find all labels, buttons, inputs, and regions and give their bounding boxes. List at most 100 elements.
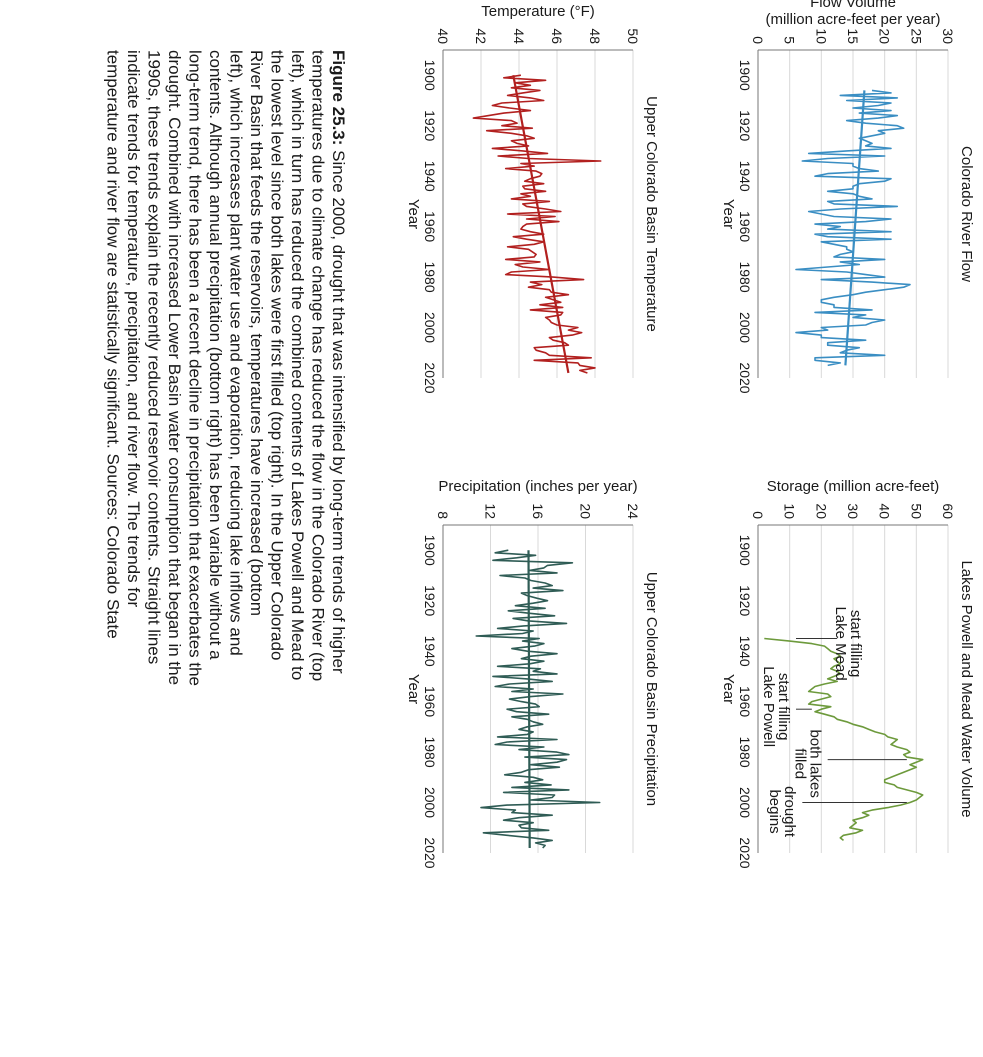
y-tick-label: 0: [750, 36, 766, 44]
y-tick-label: 60: [940, 503, 956, 519]
chart-title: Upper Colorado Basin Temperature: [643, 96, 660, 332]
caption-line: 1990s, these trends explain the recently…: [145, 50, 164, 664]
annotation-label: filled: [792, 748, 809, 779]
trend-line: [512, 75, 570, 374]
x-tick-label: 1900: [422, 535, 438, 566]
caption-line: temperature and river flow are statistic…: [104, 50, 123, 639]
x-tick-label: 2020: [737, 837, 753, 868]
x-axis-label: Year: [720, 199, 737, 229]
x-tick-label: 1920: [737, 585, 753, 616]
y-tick-label: 40: [877, 503, 893, 519]
x-axis-label: Year: [405, 199, 422, 229]
x-tick-label: 1960: [422, 211, 438, 242]
caption-line: River Basin that feeds the reservoirs, t…: [247, 50, 266, 616]
trend-line: [844, 90, 866, 366]
x-tick-label: 2000: [422, 787, 438, 818]
x-tick-label: 1980: [737, 261, 753, 292]
caption-line: Figure 25.3: Since 2000, drought that wa…: [329, 50, 348, 674]
annotation-label: drought: [781, 786, 798, 838]
x-tick-label: 2020: [422, 362, 438, 393]
x-tick-label: 1940: [422, 636, 438, 667]
panel-basin-temperature: Upper Colorado Basin Temperature 40 42 44 46…: [405, 3, 660, 394]
y-tick-label: 5: [782, 36, 798, 44]
x-tick-label: 2000: [737, 787, 753, 818]
y-tick-label: 20: [813, 503, 829, 519]
y-tick-label: 20: [877, 28, 893, 44]
x-tick-label: 1960: [422, 686, 438, 717]
x-tick-label: 2000: [737, 312, 753, 343]
y-tick-label: 30: [940, 28, 956, 44]
annotation-label: begins: [766, 789, 783, 833]
annotation-label: Lake Mead: [832, 606, 849, 680]
y-tick-label: 8: [435, 511, 451, 519]
y-tick-label: 0: [750, 511, 766, 519]
y-tick-label: 44: [511, 28, 527, 44]
annotation-label: start filling: [847, 610, 864, 678]
rotated-figure: Colorado River Flow 0 5 10 15 20 25 30 1900 1920 1…: [104, 0, 976, 869]
x-tick-label: 1960: [737, 686, 753, 717]
series-line: [764, 637, 924, 842]
chart-title: Colorado River Flow: [958, 146, 975, 282]
y-tick-label: 16: [530, 503, 546, 519]
x-tick-label: 1980: [422, 261, 438, 292]
y-axis-label: Flow Volume (million acre-feet per year): [765, 0, 940, 28]
y-axis-label: Precipitation (inches per year): [438, 478, 637, 495]
x-tick-label: 1960: [737, 211, 753, 242]
caption-line: temperatures due to climate change has r…: [309, 50, 328, 681]
series-line: [475, 549, 601, 849]
panel-lake-water-volume: Lakes Powell and Mead Water Volume 0 10 20 3…: [720, 478, 975, 869]
x-axis-label: Year: [405, 674, 422, 704]
caption-label: Figure 25.3:: [329, 50, 348, 145]
x-tick-label: 1980: [422, 736, 438, 767]
panel-basin-precipitation: Upper Colorado Basin Precipitation 8 12 16 2…: [405, 478, 660, 869]
y-tick-label: 12: [483, 503, 499, 519]
y-tick-label: 24: [625, 503, 641, 519]
caption-line: drought. Combined with increased Lower B…: [165, 50, 184, 685]
y-tick-label: 42: [473, 28, 489, 44]
x-tick-label: 2000: [422, 312, 438, 343]
x-tick-label: 1920: [422, 110, 438, 141]
caption-line: the lowest level since both lakes were f…: [268, 50, 287, 660]
series-line: [472, 74, 602, 374]
y-tick-label: 20: [578, 503, 594, 519]
x-tick-label: 2020: [737, 362, 753, 393]
y-tick-label: 10: [813, 28, 829, 44]
y-tick-label: 50: [625, 28, 641, 44]
annotation-label: start filling: [775, 673, 792, 741]
y-tick-label: 40: [435, 28, 451, 44]
y-tick-label: 15: [845, 28, 861, 44]
y-tick-label: 48: [587, 28, 603, 44]
y-tick-label: 10: [782, 503, 798, 519]
x-tick-label: 1940: [737, 636, 753, 667]
y-tick-label: 25: [908, 28, 924, 44]
y-tick-label: 46: [549, 28, 565, 44]
caption-line: long-term trend, there has been a recent…: [186, 50, 205, 686]
series-line: [795, 89, 911, 367]
chart-title: Upper Colorado Basin Precipitation: [643, 572, 660, 806]
x-tick-label: 1940: [737, 161, 753, 192]
y-tick-label: 30: [845, 503, 861, 519]
y-tick-label: 50: [908, 503, 924, 519]
x-tick-label: 1900: [737, 535, 753, 566]
caption-line: left), which increases plant water use a…: [227, 50, 246, 656]
x-axis-label: Year: [720, 674, 737, 704]
caption-line: contents. Although annual precipitation …: [206, 50, 225, 660]
x-tick-label: 1900: [422, 60, 438, 91]
annotation-label: Lake Powell: [760, 666, 777, 747]
trend-line: [527, 550, 531, 848]
annotation-label: both lakes: [807, 729, 824, 797]
x-tick-label: 2020: [422, 837, 438, 868]
caption-line: left), which in turn has reduced the com…: [288, 50, 307, 680]
panel-colorado-river-flow: Colorado River Flow 0 5 10 15 20 25 30 1900 1920 1…: [720, 0, 975, 394]
x-tick-label: 1940: [422, 161, 438, 192]
x-tick-label: 1920: [422, 585, 438, 616]
caption-line: indicate trends for temperature, precipi…: [124, 50, 143, 608]
y-axis-label: Temperature (°F): [481, 3, 595, 20]
x-tick-label: 1920: [737, 110, 753, 141]
y-axis-label: Storage (million acre-feet): [767, 478, 940, 495]
x-tick-label: 1980: [737, 736, 753, 767]
chart-title: Lakes Powell and Mead Water Volume: [958, 560, 975, 817]
x-tick-label: 1900: [737, 60, 753, 91]
figure-caption: Figure 25.3: Since 2000, drought that wa…: [104, 50, 349, 686]
